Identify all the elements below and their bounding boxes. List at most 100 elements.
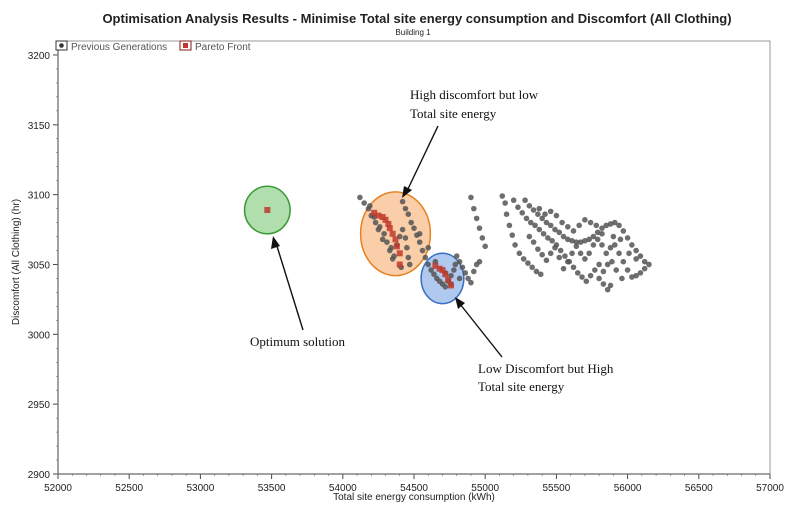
previous-point-149 [564,258,571,265]
previous-point-146 [577,250,584,257]
pareto-point-8 [392,236,399,243]
pareto-point-2 [375,212,382,219]
previous-point-77 [510,197,517,204]
legend: Previous Generations Pareto Front [55,40,251,53]
chart-title: Optimisation Analysis Results - Minimise… [102,11,731,26]
legend-pareto-label: Pareto Front [195,42,251,53]
previous-point-75 [533,268,540,275]
previous-point-96 [592,267,598,273]
previous-point-22 [389,256,396,262]
x-tick-label-2: 53000 [186,483,214,494]
previous-point-44 [453,253,460,259]
previous-point-15 [405,254,412,261]
previous-point-162 [553,212,560,219]
previous-point-105 [539,215,545,222]
previous-point-150 [560,265,567,272]
previous-point-117 [590,233,597,240]
previous-point-118 [594,229,601,236]
previous-point-171 [610,233,617,240]
previous-point-64 [482,243,489,250]
previous-point-128 [637,253,644,259]
x-tick-label-1: 52500 [115,483,143,494]
previous-point-89 [562,253,568,259]
arrow-optimum [275,242,304,331]
series-0 [357,193,652,293]
previous-point-156 [535,246,541,252]
previous-point-35 [431,271,437,278]
previous-point-113 [573,239,580,245]
previous-point-110 [560,233,567,240]
previous-point-50 [471,268,477,275]
previous-point-61 [473,215,480,222]
previous-point-137 [616,250,622,257]
previous-point-178 [604,261,611,268]
previous-point-124 [620,228,627,234]
previous-point-65 [499,193,506,199]
pareto-point-14 [439,267,446,274]
legend-pareto-marker [183,43,188,48]
previous-point-100 [607,282,614,289]
annotation-low-discomfort-line2: Total site energy [478,379,565,394]
previous-point-59 [468,194,474,201]
previous-point-157 [530,239,537,245]
previous-point-127 [633,247,639,254]
previous-point-84 [540,230,547,237]
previous-point-4 [372,219,379,226]
x-tick-label-7: 55500 [542,483,570,494]
previous-point-140 [603,250,610,257]
previous-point-139 [607,244,614,251]
pareto-point-6 [386,225,393,232]
previous-point-142 [594,236,601,243]
previous-point-70 [512,242,518,248]
previous-point-155 [539,251,545,258]
previous-point-147 [573,243,580,250]
previous-point-62 [476,225,483,231]
previous-point-88 [557,247,564,254]
previous-point-134 [629,274,635,280]
previous-point-102 [526,203,533,209]
previous-point-97 [596,275,602,282]
previous-point-131 [641,265,648,272]
y-tick-label-0: 2900 [28,470,51,481]
data-points [264,193,652,293]
previous-point-58 [456,275,463,282]
y-axis-label: Discomfort (All Clothing) (hr) [11,199,22,325]
pareto-point-1 [371,209,378,216]
previous-point-125 [624,235,631,241]
pareto-point-12 [432,262,439,269]
pareto-point-7 [389,230,396,237]
previous-point-107 [547,222,554,229]
previous-point-72 [520,256,527,262]
pareto-point-15 [442,271,449,278]
previous-point-27 [408,219,414,226]
previous-point-7 [384,239,390,245]
previous-point-12 [399,226,406,233]
previous-point-85 [545,235,551,241]
previous-point-136 [620,258,627,265]
previous-point-69 [509,232,516,238]
previous-point-165 [570,228,577,234]
previous-point-108 [552,226,558,233]
previous-point-115 [582,237,588,244]
previous-point-66 [502,200,508,206]
previous-point-33 [425,261,432,268]
previous-point-13 [402,235,409,241]
y-tick-label-6: 3200 [28,51,51,62]
previous-point-81 [527,219,534,226]
previous-point-46 [459,264,466,271]
previous-point-93 [579,274,585,280]
previous-point-78 [515,204,521,211]
series-1 [264,207,455,289]
previous-point-32 [422,254,429,261]
previous-point-143 [590,242,597,248]
chart-subtitle: Building 1 [395,28,431,37]
previous-point-154 [543,257,550,264]
previous-point-177 [609,258,615,265]
previous-point-122 [611,219,618,226]
previous-point-121 [607,221,614,227]
previous-point-48 [465,275,471,282]
previous-point-138 [611,242,618,248]
arrow-high-discomfort [406,125,439,192]
previous-point-49 [468,279,474,286]
previous-point-111 [564,236,571,243]
